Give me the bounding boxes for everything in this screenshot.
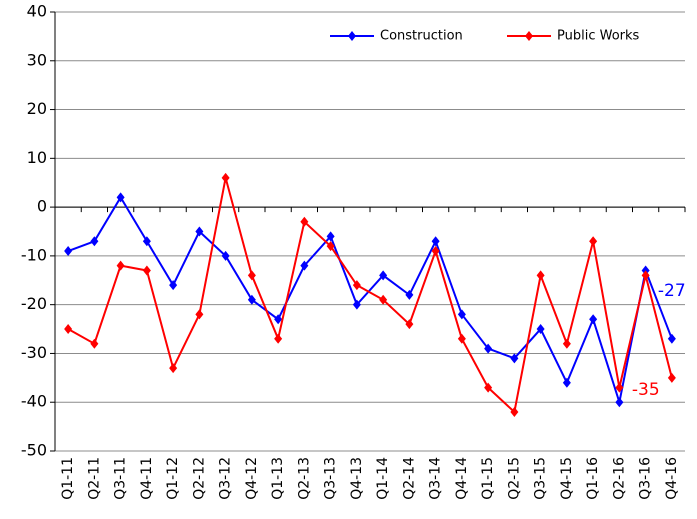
data-point bbox=[300, 216, 309, 227]
data-point bbox=[274, 333, 283, 344]
data-point bbox=[90, 338, 99, 349]
data-label: -35 bbox=[632, 380, 660, 400]
x-tick-label: Q2-11 bbox=[86, 457, 102, 500]
data-point bbox=[352, 280, 361, 291]
legend-marker bbox=[348, 31, 356, 41]
y-tick-label: 40 bbox=[27, 2, 47, 21]
series-line bbox=[67, 177, 673, 414]
y-tick-label: 0 bbox=[37, 197, 47, 216]
x-tick-label: Q2-15 bbox=[506, 457, 522, 500]
x-tick-label: Q1-13 bbox=[270, 457, 286, 500]
data-label: -27 bbox=[658, 281, 686, 301]
data-point bbox=[379, 294, 388, 305]
data-point bbox=[195, 226, 204, 237]
x-tick-label: Q1-12 bbox=[165, 457, 181, 500]
data-point bbox=[536, 324, 545, 335]
data-point bbox=[431, 236, 440, 247]
y-tick-label: -20 bbox=[21, 294, 47, 313]
y-tick-label: -50 bbox=[21, 441, 47, 460]
data-point bbox=[64, 246, 73, 257]
data-point bbox=[484, 382, 493, 393]
data-point bbox=[90, 236, 99, 247]
x-tick-label: Q3-13 bbox=[323, 457, 339, 500]
data-point bbox=[667, 333, 676, 344]
data-point bbox=[457, 309, 466, 320]
data-point bbox=[116, 192, 125, 203]
x-tick-label: Q3-14 bbox=[428, 457, 444, 500]
data-point bbox=[169, 363, 178, 374]
legend-text: Public Works bbox=[557, 29, 640, 44]
data-point bbox=[405, 319, 414, 330]
data-point bbox=[562, 377, 571, 388]
data-point bbox=[247, 294, 256, 305]
x-tick-label: Q1-14 bbox=[375, 457, 391, 500]
data-point bbox=[352, 299, 361, 310]
x-tick-label: Q2-14 bbox=[401, 457, 417, 500]
y-tick-label: 10 bbox=[27, 148, 47, 167]
x-tick-label: Q4-14 bbox=[454, 457, 470, 500]
x-tick-label: Q1-16 bbox=[585, 457, 601, 500]
data-point bbox=[405, 289, 414, 300]
legend-text: Construction bbox=[380, 29, 463, 44]
y-tick-label: 20 bbox=[27, 99, 47, 118]
y-tick-label: -40 bbox=[21, 392, 47, 411]
data-point bbox=[379, 270, 388, 281]
data-point bbox=[116, 260, 125, 271]
data-point bbox=[274, 314, 283, 325]
x-tick-label: Q1-11 bbox=[60, 457, 76, 500]
x-tick-label: Q4-12 bbox=[244, 457, 260, 500]
data-point bbox=[142, 265, 151, 276]
data-point bbox=[326, 231, 335, 242]
x-tick-label: Q4-11 bbox=[139, 457, 155, 500]
x-tick-label: Q3-15 bbox=[533, 457, 549, 500]
legend-item: Public Works bbox=[507, 29, 640, 44]
data-point bbox=[326, 241, 335, 252]
x-tick-label: Q2-12 bbox=[191, 457, 207, 500]
y-tick-label: -30 bbox=[21, 343, 47, 362]
data-point bbox=[247, 270, 256, 281]
data-point bbox=[457, 333, 466, 344]
data-point bbox=[64, 324, 73, 335]
x-tick-label: Q2-13 bbox=[296, 457, 312, 500]
x-tick-label: Q4-15 bbox=[559, 457, 575, 500]
y-tick-label: -10 bbox=[21, 245, 47, 264]
data-point bbox=[589, 236, 598, 247]
x-tick-label: Q3-11 bbox=[113, 457, 129, 500]
data-point bbox=[667, 372, 676, 383]
legend-item: Construction bbox=[330, 29, 463, 44]
data-point bbox=[510, 406, 519, 417]
data-point bbox=[431, 246, 440, 257]
data-point bbox=[615, 382, 624, 393]
x-tick-label: Q3-16 bbox=[638, 457, 654, 500]
data-point bbox=[615, 397, 624, 408]
data-point bbox=[300, 260, 309, 271]
series-line bbox=[67, 195, 673, 403]
data-point bbox=[195, 309, 204, 320]
data-point bbox=[169, 280, 178, 291]
x-tick-label: Q4-16 bbox=[664, 457, 680, 500]
legend-marker bbox=[525, 31, 533, 41]
x-tick-label: Q4-13 bbox=[349, 457, 365, 500]
data-point bbox=[589, 314, 598, 325]
x-tick-label: Q1-15 bbox=[480, 457, 496, 500]
data-point bbox=[221, 172, 230, 183]
x-tick-label: Q3-12 bbox=[218, 457, 234, 500]
data-point bbox=[221, 250, 230, 261]
data-point bbox=[510, 353, 519, 364]
data-point bbox=[562, 338, 571, 349]
data-point bbox=[536, 270, 545, 281]
x-tick-label: Q2-16 bbox=[611, 457, 627, 500]
data-point bbox=[641, 270, 650, 281]
data-point bbox=[484, 343, 493, 354]
y-tick-label: 30 bbox=[27, 50, 47, 69]
data-point bbox=[142, 236, 151, 247]
